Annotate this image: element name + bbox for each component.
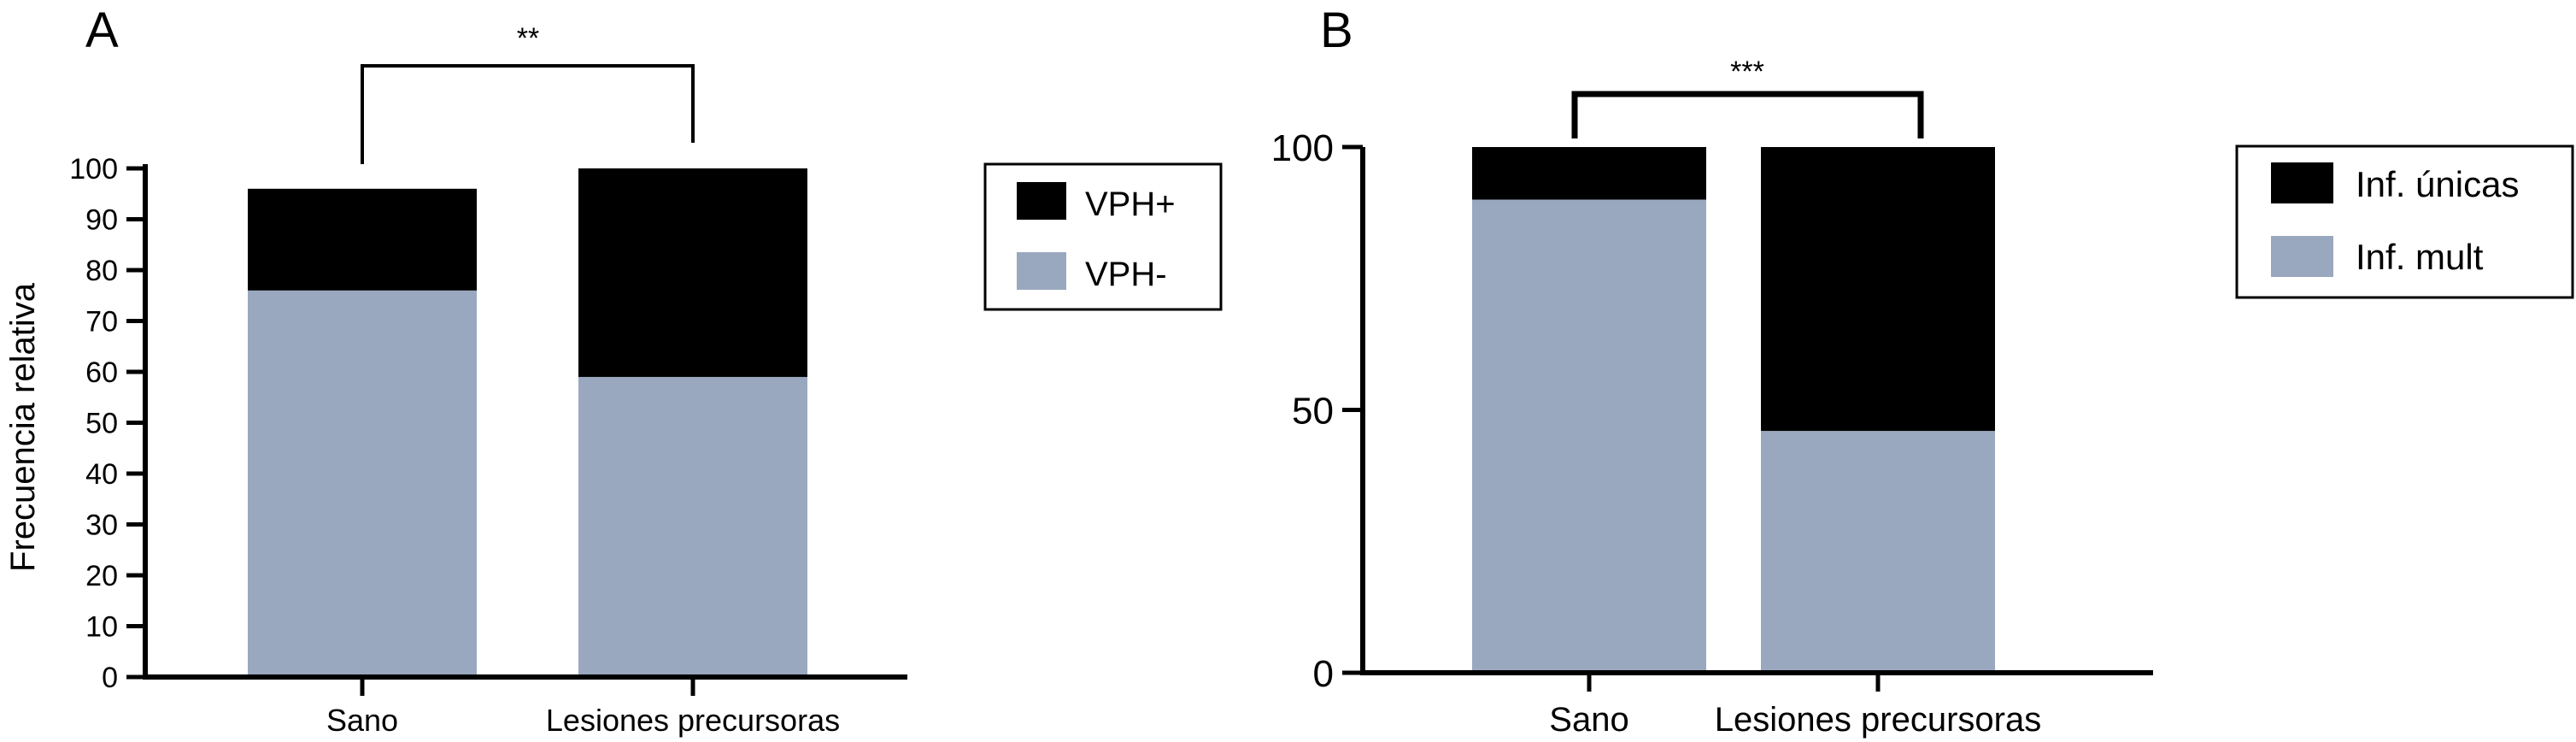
y-tick-label: 20	[85, 560, 118, 592]
x-tick-label: Sano	[1549, 701, 1628, 739]
panel-b: B 0 50 100 Sano Lesiones precursoras *** In…	[1271, 3, 2574, 739]
legend-swatch-inf-mult	[2271, 236, 2333, 277]
y-tick-label: 90	[85, 204, 118, 237]
legend-swatch-inf-unicas	[2271, 162, 2333, 203]
panel-a-significance-bracket	[361, 64, 695, 164]
x-tick-label: Sano	[326, 703, 398, 738]
panel-b-bars	[1472, 147, 1995, 673]
panel-a-significance-label: **	[517, 22, 539, 55]
panel-b-y-ticks: 0 50 100	[1271, 127, 1363, 695]
y-tick-label: 0	[1313, 653, 1334, 695]
bar-inf-unicas-lesiones-precursoras	[1761, 147, 1995, 432]
panel-a-x-ticks: Sano Lesiones precursoras	[326, 677, 840, 738]
y-tick-label: 50	[85, 408, 118, 440]
bar-vph-lesiones-precursoras	[578, 168, 807, 377]
panel-b-label: B	[1320, 3, 1353, 58]
panel-a-legend-frame	[983, 162, 1223, 311]
bar-inf-mult-sano	[1472, 199, 1706, 673]
y-tick-label: 100	[69, 153, 118, 186]
panel-a: A Frecuencia relativa 0 10 20 30 40 50 60 70 80 9…	[4, 3, 1223, 738]
x-tick-label: Lesiones precursoras	[546, 703, 840, 738]
legend-label-vph-neg: VPH-	[1085, 256, 1167, 293]
bar-inf-unicas-sano	[1472, 147, 1706, 200]
bar-inf-mult-lesiones-precursoras	[1761, 431, 1995, 673]
bar-vph-sano	[248, 290, 477, 677]
legend-swatch-vph-neg	[1017, 252, 1066, 290]
y-tick-label: 40	[85, 458, 118, 491]
panel-b-x-ticks: Sano Lesiones precursoras	[1549, 673, 2041, 739]
y-tick-label: 70	[85, 306, 118, 339]
legend-label-vph-pos: VPH+	[1085, 186, 1176, 223]
panel-b-significance-label: ***	[1730, 56, 1764, 88]
panel-a-ylabel: Frecuencia relativa	[4, 282, 42, 572]
y-tick-label: 10	[85, 611, 118, 644]
legend-label-inf-unicas: Inf. únicas	[2356, 164, 2519, 204]
y-tick-label: 60	[85, 356, 118, 389]
x-tick-label: Lesiones precursoras	[1715, 701, 2041, 739]
panel-b-legend: Inf. únicas Inf. mult	[2235, 144, 2574, 299]
y-tick-label: 30	[85, 509, 118, 542]
bar-vph-sano	[248, 188, 477, 291]
panel-a-y-ticks: 0 10 20 30 40 50 60 70 80 90 100	[69, 153, 145, 694]
legend-swatch-vph-pos	[1017, 182, 1066, 220]
legend-label-inf-mult: Inf. mult	[2356, 237, 2484, 277]
y-tick-label: 0	[102, 662, 118, 694]
y-tick-label: 80	[85, 255, 118, 287]
y-tick-label: 50	[1292, 390, 1334, 432]
panel-a-legend: VPH+ VPH-	[983, 162, 1223, 311]
bar-vph-lesiones-precursoras	[578, 376, 807, 677]
panel-a-bars	[248, 168, 807, 677]
panel-a-label: A	[85, 3, 119, 58]
panel-b-legend-frame	[2235, 144, 2574, 299]
y-tick-label: 100	[1271, 127, 1334, 169]
panel-b-significance-bracket	[1571, 91, 1924, 138]
